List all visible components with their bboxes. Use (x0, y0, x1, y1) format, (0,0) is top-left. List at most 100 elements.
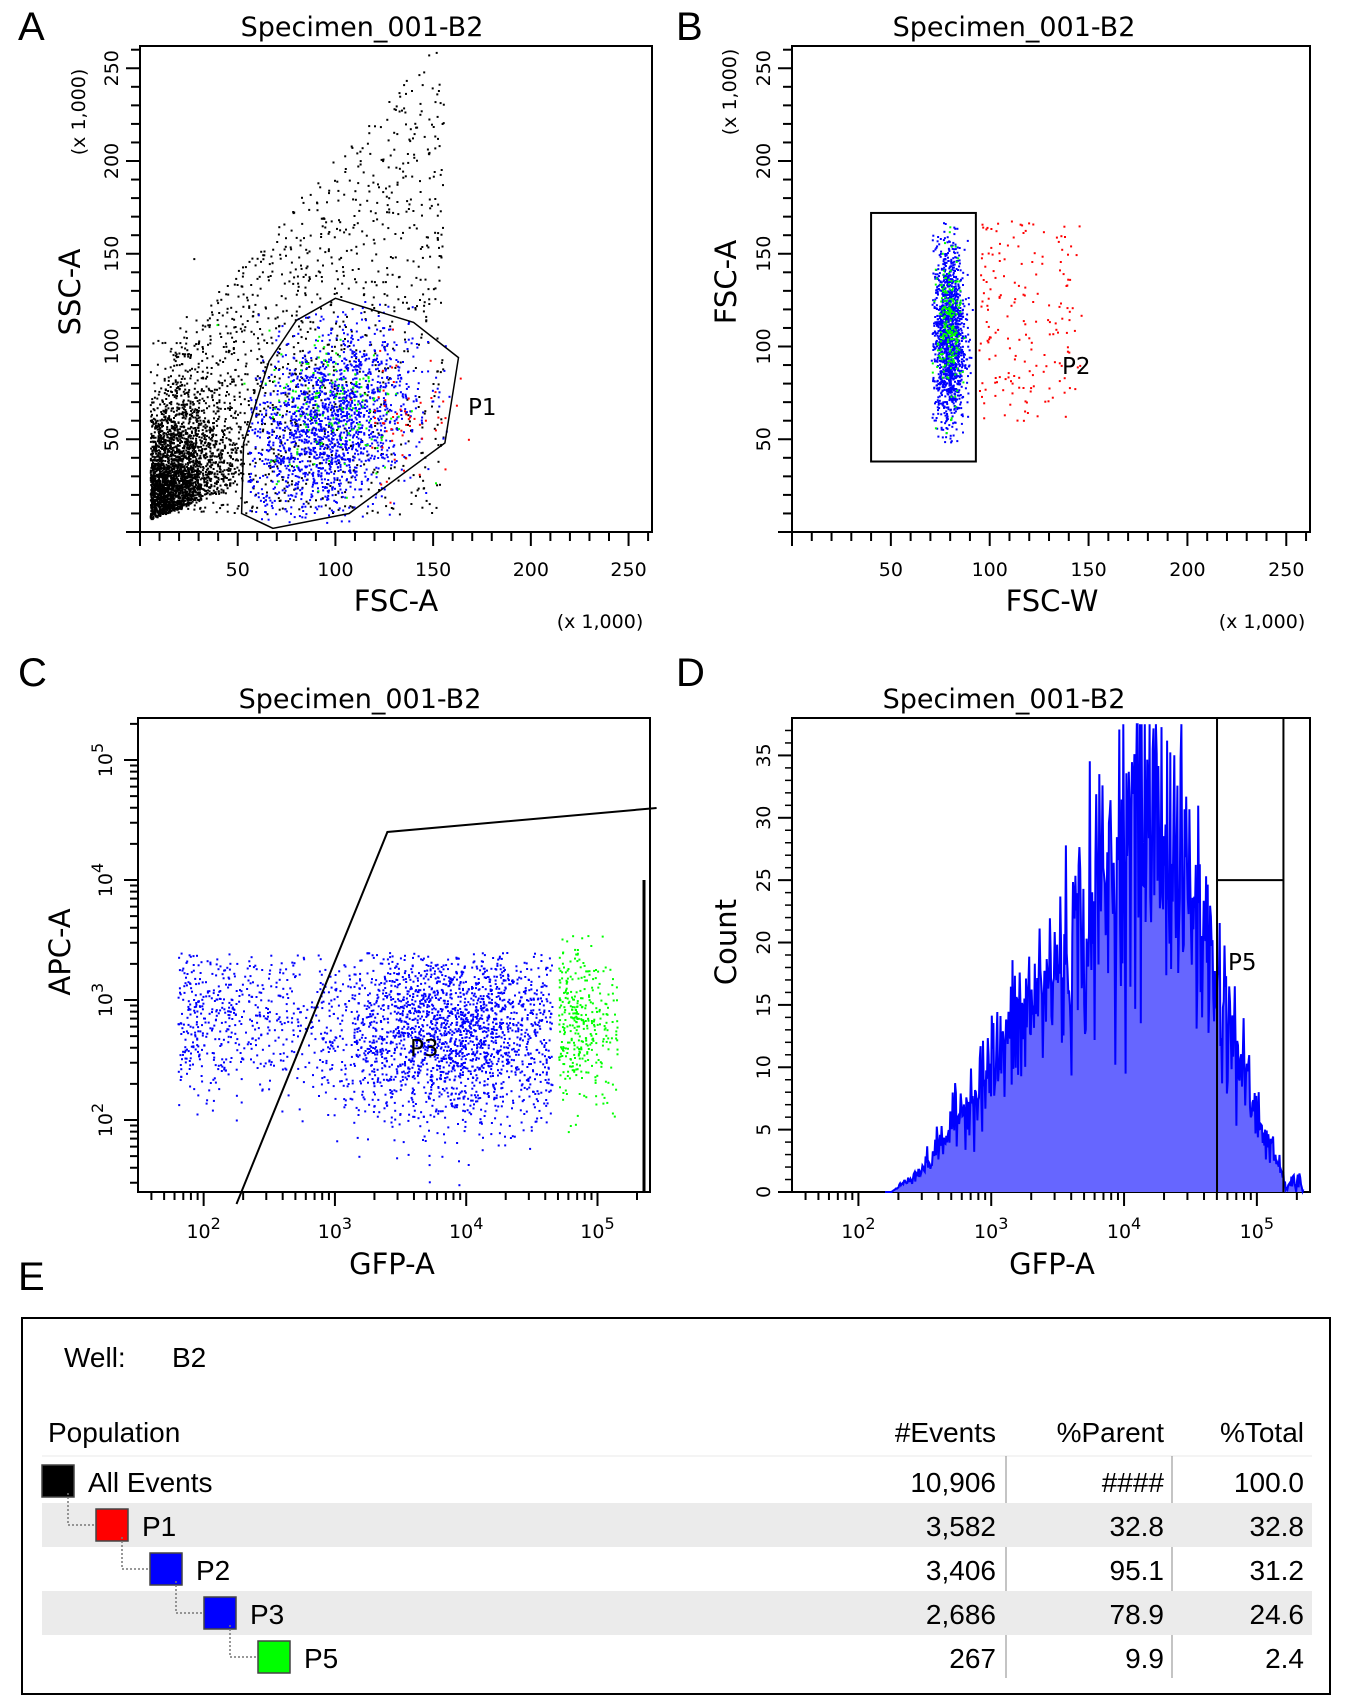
scatter-point (240, 403, 242, 406)
scatter-point (326, 447, 329, 450)
scatter-point (386, 267, 389, 270)
scatter-point (251, 411, 254, 414)
scatter-point (333, 385, 336, 388)
scatter-point (174, 484, 177, 487)
scatter-point (279, 462, 282, 465)
scatter-point (215, 402, 218, 405)
scatter-point (434, 147, 437, 150)
scatter-point (191, 367, 193, 370)
scatter-point (291, 314, 293, 317)
scatter-point (302, 393, 305, 396)
scatter-point (355, 352, 358, 355)
scatter-point (160, 460, 163, 462)
scatter-point (199, 478, 202, 481)
scatter-point (194, 443, 197, 446)
scatter-point (402, 464, 405, 467)
scatter-point (151, 492, 154, 495)
scatter-point (421, 214, 423, 217)
scatter-point (315, 465, 318, 468)
scatter-point (218, 381, 221, 384)
scatter-point (213, 391, 216, 394)
scatter-point (177, 434, 180, 437)
scatter-point (193, 473, 196, 476)
scatter-point (306, 407, 309, 410)
scatter-point (223, 447, 226, 450)
scatter-point (356, 414, 359, 416)
scatter-point (172, 480, 175, 483)
scatter-point (303, 441, 306, 444)
scatter-point (306, 429, 308, 432)
scatter-point (284, 386, 287, 389)
scatter-point (171, 482, 174, 485)
scatter-point (434, 231, 437, 234)
scatter-point (319, 319, 322, 322)
scatter-point (330, 327, 333, 330)
scatter-point (193, 411, 196, 413)
scatter-point (208, 421, 210, 424)
scatter-point (307, 502, 310, 505)
scatter-point (151, 449, 154, 452)
scatter-point (309, 499, 312, 502)
scatter-point (315, 274, 318, 277)
scatter-point (234, 451, 237, 454)
scatter-point (206, 357, 209, 360)
scatter-point (189, 483, 192, 486)
scatter-point (156, 458, 159, 461)
scatter-point (244, 353, 247, 356)
scatter-point (217, 478, 220, 481)
scatter-point (187, 453, 190, 456)
scatter-point (372, 471, 375, 474)
scatter-point (271, 433, 274, 436)
scatter-point (157, 498, 160, 501)
scatter-point (346, 315, 348, 318)
scatter-point (186, 440, 189, 443)
scatter-point (356, 390, 359, 393)
scatter-point (211, 434, 214, 436)
scatter-point (348, 233, 351, 236)
scatter-point (407, 323, 410, 325)
scatter-point (190, 460, 193, 463)
scatter-point (369, 210, 372, 213)
scatter-point (306, 400, 309, 403)
scatter-point (314, 506, 317, 509)
scatter-point (162, 486, 165, 489)
scatter-point (226, 385, 229, 388)
scatter-point (284, 464, 287, 467)
scatter-point (179, 486, 181, 488)
scatter-point (152, 513, 155, 516)
scatter-point (188, 441, 191, 444)
scatter-point (328, 463, 331, 465)
scatter-point (172, 354, 175, 357)
scatter-point (292, 437, 295, 440)
scatter-point (222, 461, 225, 464)
scatter-point (285, 467, 288, 470)
scatter-point (343, 471, 346, 474)
scatter-point (256, 277, 259, 280)
scatter-point (241, 330, 243, 333)
scatter-point (394, 461, 397, 464)
scatter-point (302, 420, 305, 423)
scatter-point (419, 278, 422, 281)
scatter-point (201, 448, 204, 451)
scatter-point (209, 447, 212, 449)
scatter-point (163, 479, 166, 481)
scatter-point (153, 382, 156, 385)
scatter-point (166, 451, 169, 454)
scatter-point (166, 428, 169, 431)
scatter-point (158, 432, 160, 435)
scatter-point (178, 352, 181, 355)
scatter-point (272, 487, 275, 490)
scatter-point (292, 499, 295, 502)
scatter-point (161, 430, 164, 433)
scatter-point (351, 390, 354, 393)
scatter-point (307, 351, 310, 354)
scatter-point (329, 418, 332, 421)
scatter-point (184, 441, 187, 444)
scatter-point (352, 445, 354, 448)
scatter-point (335, 414, 338, 417)
scatter-point (321, 402, 324, 405)
scatter-point (202, 466, 205, 468)
scatter-point (211, 311, 213, 314)
scatter-point (227, 393, 230, 396)
scatter-point (208, 324, 211, 327)
